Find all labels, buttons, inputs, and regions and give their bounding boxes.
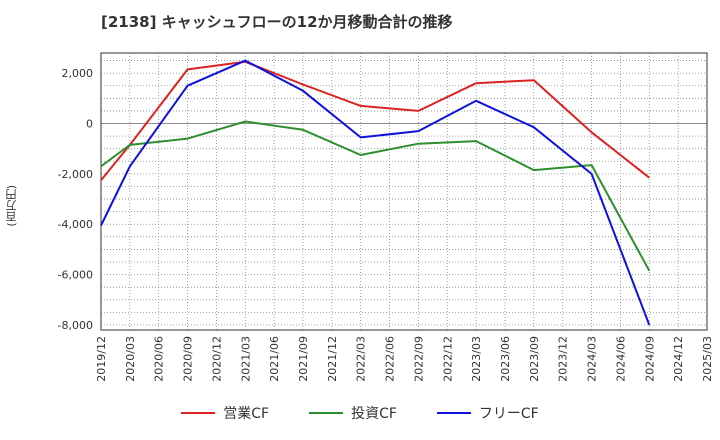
x-tick-label: 2024/06: [614, 336, 627, 382]
x-tick-label: 2022/06: [384, 336, 397, 382]
x-tick-label: 2023/03: [470, 336, 483, 382]
y-tick-label: 0: [86, 118, 93, 131]
x-tick-label: 2021/06: [268, 336, 281, 382]
series-line-0: [100, 60, 650, 181]
legend-item-investing-cf[interactable]: 投資CF: [309, 403, 397, 423]
x-tick-label: 2019/12: [95, 336, 108, 382]
legend-item-operating-cf[interactable]: 営業CF: [181, 403, 269, 423]
chart-title: [2138] キャッシュフローの12か月移動合計の推移: [101, 13, 453, 31]
grid-lines: [101, 53, 707, 330]
y-tick-label: -8,000: [58, 319, 93, 332]
x-tick-label: 2024/09: [643, 336, 656, 382]
legend-swatch-free: [436, 412, 471, 414]
x-tick-label: 2024/03: [586, 336, 599, 382]
x-tick-label: 2023/12: [557, 336, 570, 382]
x-tick-label: 2022/12: [441, 336, 454, 382]
legend-swatch-operating: [181, 412, 216, 414]
x-tick-label: 2020/03: [124, 336, 137, 382]
x-tick-label: 2020/12: [210, 336, 223, 382]
x-tick-label: 2022/03: [355, 336, 368, 382]
x-tick-label: 2020/09: [182, 336, 195, 382]
legend-label-investing: 投資CF: [351, 406, 397, 422]
x-tick-label: 2020/06: [153, 336, 166, 382]
y-tick-label: -6,000: [58, 269, 93, 282]
y-tick-label: 2,000: [62, 67, 94, 80]
x-tick-label: 2023/06: [499, 336, 512, 382]
legend-swatch-investing: [309, 412, 344, 414]
x-tick-label: 2023/09: [528, 336, 541, 382]
plot-frame: [100, 52, 708, 331]
y-tick-label: -2,000: [58, 168, 93, 181]
series-line-2: [100, 59, 651, 326]
x-tick-label: 2022/09: [412, 336, 425, 382]
legend-label-free: フリーCF: [478, 406, 539, 422]
x-tick-label: 2024/12: [672, 336, 685, 382]
legend-item-free-cf[interactable]: フリーCF: [436, 403, 539, 423]
y-tick-label: -4,000: [58, 218, 93, 231]
x-tick-label: 2021/03: [239, 336, 252, 382]
x-tick-label: 2021/09: [297, 336, 310, 382]
series-lines: [100, 59, 651, 326]
x-tick-label: 2021/12: [326, 336, 339, 382]
series-line-1: [100, 120, 651, 272]
x-tick-label: 2025/03: [701, 336, 714, 382]
legend: 営業CF 投資CF フリーCF: [0, 403, 720, 423]
legend-label-operating: 営業CF: [223, 406, 270, 422]
